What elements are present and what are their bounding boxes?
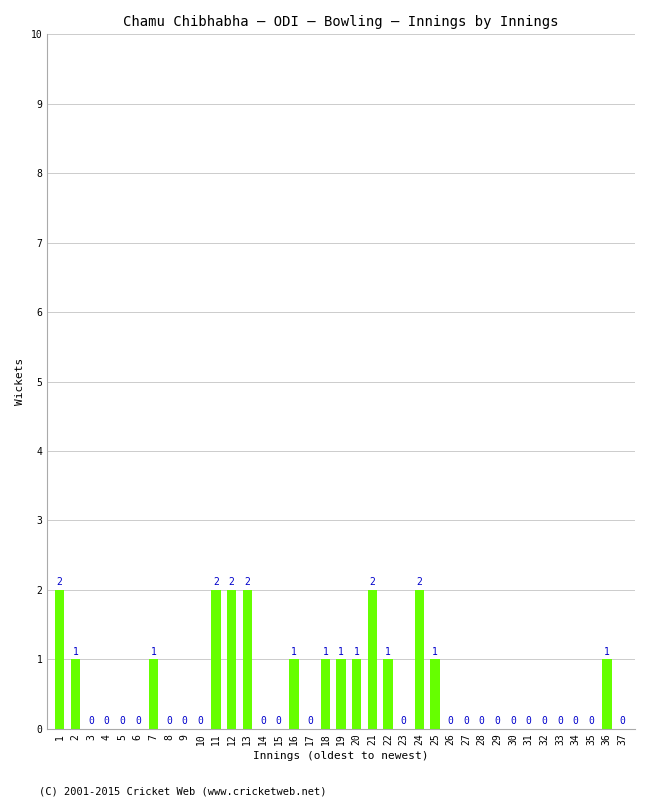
Bar: [320, 659, 330, 729]
Text: 0: 0: [573, 716, 578, 726]
Text: 0: 0: [400, 716, 406, 726]
Bar: [430, 659, 439, 729]
Text: 2: 2: [213, 577, 219, 587]
Text: 1: 1: [291, 646, 297, 657]
Text: 0: 0: [260, 716, 266, 726]
Text: 0: 0: [588, 716, 594, 726]
Bar: [602, 659, 612, 729]
Bar: [415, 590, 424, 729]
Text: 0: 0: [307, 716, 313, 726]
Text: 2: 2: [229, 577, 235, 587]
Bar: [337, 659, 346, 729]
Text: 0: 0: [88, 716, 94, 726]
X-axis label: Innings (oldest to newest): Innings (oldest to newest): [254, 751, 429, 761]
Text: 0: 0: [541, 716, 547, 726]
Text: 0: 0: [276, 716, 281, 726]
Text: 0: 0: [166, 716, 172, 726]
Text: 0: 0: [182, 716, 188, 726]
Text: 0: 0: [526, 716, 532, 726]
Text: 1: 1: [338, 646, 344, 657]
Y-axis label: Wickets: Wickets: [15, 358, 25, 406]
Text: 2: 2: [57, 577, 62, 587]
Text: 1: 1: [72, 646, 78, 657]
Text: 0: 0: [479, 716, 485, 726]
Text: 0: 0: [510, 716, 516, 726]
Text: 1: 1: [151, 646, 157, 657]
Text: 2: 2: [244, 577, 250, 587]
Text: 2: 2: [416, 577, 422, 587]
Text: 1: 1: [604, 646, 610, 657]
Text: 1: 1: [432, 646, 438, 657]
Bar: [149, 659, 158, 729]
Title: Chamu Chibhabha – ODI – Bowling – Innings by Innings: Chamu Chibhabha – ODI – Bowling – Inning…: [124, 15, 559, 29]
Text: 1: 1: [354, 646, 359, 657]
Bar: [211, 590, 221, 729]
Bar: [384, 659, 393, 729]
Bar: [352, 659, 361, 729]
Text: 0: 0: [103, 716, 109, 726]
Bar: [289, 659, 299, 729]
Bar: [242, 590, 252, 729]
Text: 0: 0: [619, 716, 625, 726]
Text: 2: 2: [369, 577, 375, 587]
Text: 0: 0: [448, 716, 454, 726]
Bar: [55, 590, 64, 729]
Text: 0: 0: [557, 716, 563, 726]
Text: 0: 0: [135, 716, 141, 726]
Bar: [368, 590, 377, 729]
Text: 0: 0: [198, 716, 203, 726]
Text: 0: 0: [463, 716, 469, 726]
Bar: [227, 590, 237, 729]
Text: (C) 2001-2015 Cricket Web (www.cricketweb.net): (C) 2001-2015 Cricket Web (www.cricketwe…: [39, 786, 326, 796]
Text: 1: 1: [385, 646, 391, 657]
Text: 0: 0: [495, 716, 501, 726]
Bar: [71, 659, 80, 729]
Text: 1: 1: [322, 646, 328, 657]
Text: 0: 0: [119, 716, 125, 726]
